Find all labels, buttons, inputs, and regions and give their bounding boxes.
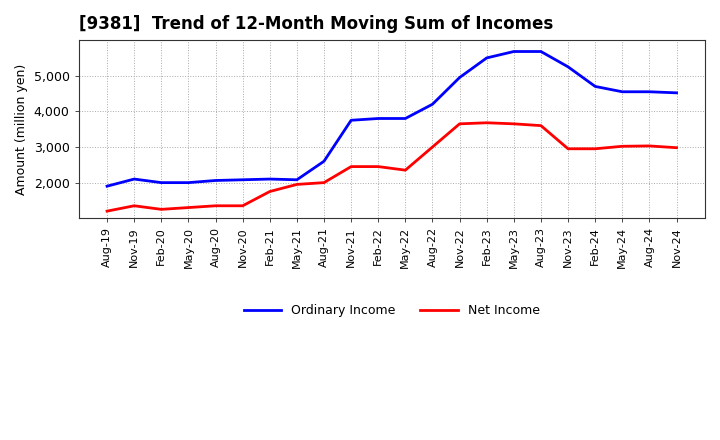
Line: Ordinary Income: Ordinary Income: [107, 51, 677, 186]
Net Income: [130, 203, 138, 209]
Ordinary Income: [211, 178, 220, 183]
Net Income: [455, 121, 464, 126]
Line: Net Income: Net Income: [107, 123, 677, 211]
Net Income: [266, 189, 274, 194]
Net Income: [157, 207, 166, 212]
Net Income: [536, 123, 545, 128]
Ordinary Income: [157, 180, 166, 185]
Net Income: [103, 209, 112, 214]
Net Income: [320, 180, 328, 185]
Ordinary Income: [618, 89, 626, 95]
Ordinary Income: [672, 90, 681, 95]
Ordinary Income: [347, 117, 356, 123]
Ordinary Income: [536, 49, 545, 54]
Ordinary Income: [401, 116, 410, 121]
Ordinary Income: [591, 84, 600, 89]
Net Income: [428, 144, 437, 150]
Net Income: [401, 168, 410, 173]
Ordinary Income: [184, 180, 193, 185]
Ordinary Income: [564, 64, 572, 70]
Net Income: [184, 205, 193, 210]
Net Income: [618, 143, 626, 149]
Net Income: [564, 146, 572, 151]
Ordinary Income: [428, 102, 437, 107]
Net Income: [211, 203, 220, 209]
Ordinary Income: [510, 49, 518, 54]
Ordinary Income: [130, 176, 138, 182]
Net Income: [292, 182, 301, 187]
Net Income: [672, 145, 681, 150]
Net Income: [238, 203, 247, 209]
Net Income: [510, 121, 518, 126]
Ordinary Income: [320, 158, 328, 164]
Net Income: [482, 120, 491, 125]
Net Income: [347, 164, 356, 169]
Net Income: [645, 143, 654, 149]
Ordinary Income: [645, 89, 654, 95]
Ordinary Income: [292, 177, 301, 183]
Net Income: [591, 146, 600, 151]
Ordinary Income: [455, 75, 464, 80]
Text: [9381]  Trend of 12-Month Moving Sum of Incomes: [9381] Trend of 12-Month Moving Sum of I…: [78, 15, 553, 33]
Ordinary Income: [266, 176, 274, 182]
Ordinary Income: [482, 55, 491, 61]
Net Income: [374, 164, 382, 169]
Ordinary Income: [238, 177, 247, 183]
Ordinary Income: [374, 116, 382, 121]
Y-axis label: Amount (million yen): Amount (million yen): [15, 63, 28, 195]
Ordinary Income: [103, 183, 112, 189]
Legend: Ordinary Income, Net Income: Ordinary Income, Net Income: [238, 299, 545, 323]
